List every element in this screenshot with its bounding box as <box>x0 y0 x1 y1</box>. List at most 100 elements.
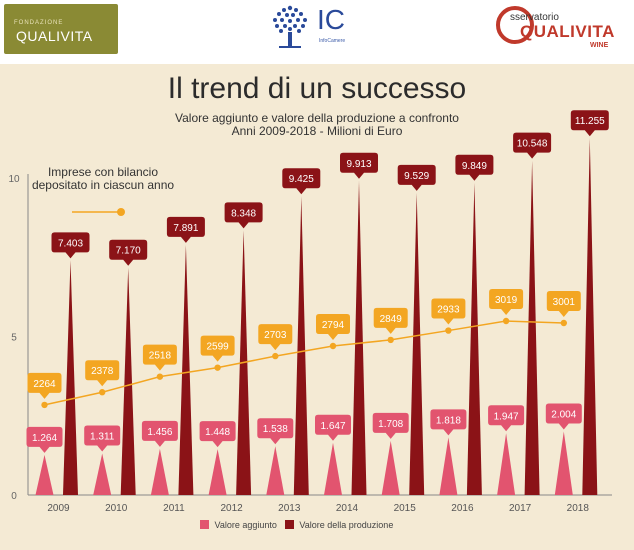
data-label-valore-aggiunto-label: 1.647 <box>320 421 345 432</box>
data-label-valore-produzione-label: 7.403 <box>58 238 83 249</box>
chart-subtitle-line-1: Valore aggiunto e valore della produzion… <box>175 111 459 125</box>
chart-title: Il trend di un successo <box>167 72 467 105</box>
x-tick-label: 2014 <box>336 503 359 514</box>
data-label-valore-aggiunto-label: 1.538 <box>263 424 288 435</box>
data-label-valore-produzione-bubble <box>340 152 378 179</box>
imprese-point <box>445 327 452 334</box>
data-label-imprese-label: 2264 <box>33 379 56 390</box>
x-tick-label: 2017 <box>509 503 532 514</box>
data-label-imprese-label: 2378 <box>91 366 114 377</box>
data-label-imprese-label: 2794 <box>322 320 345 331</box>
data-label-imprese-bubble <box>27 372 62 399</box>
tree-icon <box>273 5 307 48</box>
infocamere-logo: IC InfoCamere <box>265 2 375 57</box>
logo-right-line3: WINE <box>590 42 609 49</box>
bar-valore-aggiunto <box>208 449 227 495</box>
logo-left-small-text: FONDAZIONE <box>14 20 64 26</box>
data-label-valore-aggiunto-bubble <box>315 414 351 441</box>
imprese-point <box>99 389 106 396</box>
data-label-imprese-bubble <box>142 344 177 371</box>
data-label-imprese-bubble <box>258 324 293 351</box>
imprese-point <box>41 401 48 409</box>
bar-valore-produzione <box>63 260 78 495</box>
imprese-legend-note: Imprese con bilancio depositato in ciasc… <box>31 165 175 192</box>
data-label-imprese-label: 2518 <box>149 351 172 362</box>
bar-valore-aggiunto <box>439 437 458 495</box>
bar-valore-aggiunto <box>35 454 54 495</box>
bar-valore-produzione <box>293 196 309 496</box>
data-label-imprese-bubble <box>546 291 581 317</box>
legend-label-valore-produzione: Valore della produzione <box>299 520 394 530</box>
data-label-valore-aggiunto-bubble <box>26 426 63 453</box>
chart-legend: Valore aggiunto Valore della produzione <box>200 520 393 530</box>
data-label-imprese-label: 3001 <box>553 297 576 308</box>
data-label-valore-produzione-bubble <box>282 168 321 195</box>
logo-ring-icon <box>496 6 534 44</box>
data-label-valore-aggiunto-label: 1.708 <box>378 419 403 430</box>
x-tick-label: 2013 <box>278 503 301 514</box>
data-label-valore-produzione-label: 9.849 <box>462 161 487 172</box>
bar-valore-aggiunto <box>497 433 516 495</box>
chart-subtitle-line-2: Anni 2009-2018 - Milioni di Euro <box>231 124 403 138</box>
imprese-point <box>329 342 337 350</box>
data-label-valore-aggiunto-label: 2.004 <box>551 409 576 420</box>
bar-valore-aggiunto <box>266 446 285 495</box>
imprese-point <box>502 317 510 325</box>
data-label-imprese-label: 2849 <box>380 314 403 325</box>
bar-valore-aggiunto <box>324 442 342 495</box>
data-label-valore-aggiunto-label: 1.947 <box>494 411 519 422</box>
bar-valore-produzione <box>409 192 425 495</box>
legend-label-valore-aggiunto: Valore aggiunto <box>214 520 277 530</box>
data-label-valore-aggiunto-bubble <box>488 405 525 432</box>
imprese-point <box>387 336 394 344</box>
x-tick-label: 2018 <box>567 503 590 514</box>
fondazione-qualivita-logo: FONDAZIONE QUALIVITA <box>4 4 118 54</box>
data-label-imprese-label: 2599 <box>206 342 229 353</box>
data-label-valore-produzione-label: 9.425 <box>289 174 314 185</box>
bar-valore-produzione <box>524 160 540 495</box>
data-label-imprese-label: 3019 <box>495 295 518 306</box>
bar-valore-aggiunto <box>554 431 573 495</box>
data-label-valore-produzione-bubble <box>166 216 205 243</box>
imprese-point <box>272 352 279 360</box>
x-tick-label: 2015 <box>394 503 417 514</box>
data-label-valore-produzione-bubble <box>397 164 436 191</box>
logo-left-big-text: QUALIVITA <box>16 28 93 44</box>
x-tick-label: 2016 <box>451 503 474 514</box>
data-label-valore-produzione-label: 11.255 <box>575 116 605 127</box>
data-label-valore-aggiunto-bubble <box>84 425 121 452</box>
infocamere-logo-text: IC <box>317 4 345 35</box>
data-label-imprese-bubble <box>489 289 524 315</box>
bar-valore-aggiunto <box>93 453 112 495</box>
data-label-valore-produzione-label: 9.913 <box>346 159 371 170</box>
x-tick-label: 2011 <box>163 503 185 514</box>
logo-right-line1: sservatorio <box>510 12 559 23</box>
legend-item-valore-produzione: Valore della produzione <box>284 520 394 530</box>
imprese-point <box>156 373 164 380</box>
data-label-valore-produzione-label: 7.891 <box>173 223 198 234</box>
data-label-valore-produzione-bubble <box>109 239 148 266</box>
bar-valore-produzione <box>582 138 598 496</box>
bar-valore-produzione <box>178 244 194 495</box>
data-label-imprese-bubble <box>431 298 466 325</box>
x-tick-label: 2010 <box>105 503 128 514</box>
data-label-imprese-bubble <box>85 360 120 387</box>
bar-valore-produzione <box>466 182 482 496</box>
chart-subtitle: Valore aggiunto e valore della produzion… <box>0 112 634 138</box>
data-label-valore-aggiunto-label: 1.818 <box>436 415 461 426</box>
data-label-valore-produzione-label: 9.529 <box>404 171 429 182</box>
data-label-valore-produzione-bubble <box>570 110 609 137</box>
imprese-legend-point <box>117 208 125 216</box>
y-tick-label: 5 <box>11 333 17 344</box>
imprese-point <box>560 319 567 327</box>
data-label-valore-aggiunto-label: 1.264 <box>32 433 57 444</box>
data-label-imprese-bubble <box>200 335 235 362</box>
data-label-valore-aggiunto-bubble <box>430 409 467 436</box>
data-label-valore-aggiunto-bubble <box>372 412 409 439</box>
bar-valore-produzione <box>351 180 367 495</box>
x-tick-label: 2009 <box>47 503 70 514</box>
osservatorio-qualivita-logo: sservatorio QUALIVITA WINE <box>496 6 626 54</box>
legend-swatch-valore-produzione <box>284 520 294 529</box>
data-label-valore-aggiunto-bubble <box>545 403 582 430</box>
